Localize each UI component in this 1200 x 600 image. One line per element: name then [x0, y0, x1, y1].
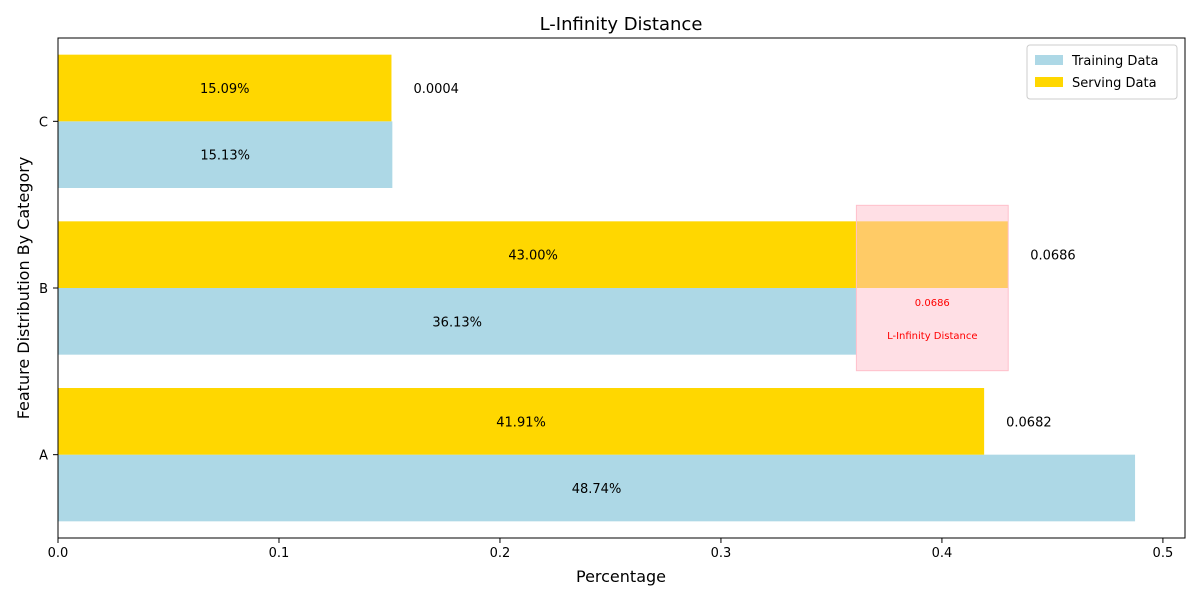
bar-serving-b: [58, 221, 1009, 288]
l-infinity-value: 0.0686: [915, 298, 950, 309]
x-tick-label: 0.5: [1153, 546, 1174, 561]
legend-swatch-serving: [1035, 77, 1063, 87]
y-tick-label-b: B: [39, 282, 48, 297]
y-axis-title: Feature Distribution By Category: [14, 157, 33, 420]
difference-label-b: 0.0686: [1030, 249, 1076, 264]
y-axis: A B C: [39, 115, 58, 464]
legend-swatch-training: [1035, 55, 1063, 65]
difference-label-a: 0.0682: [1006, 415, 1052, 430]
y-tick-label-a: A: [39, 449, 48, 464]
x-tick-label: 0.4: [932, 546, 953, 561]
x-tick-label: 0.0: [48, 546, 69, 561]
bar-training-b: [58, 288, 857, 355]
x-tick-label: 0.1: [269, 546, 290, 561]
legend: Training Data Serving Data: [1026, 44, 1178, 100]
bar-label-training-c: 15.13%: [200, 149, 250, 164]
y-tick-label-c: C: [39, 115, 48, 130]
chart-title: L-Infinity Distance: [540, 14, 703, 35]
bar-serving-c: [58, 54, 392, 122]
x-axis-title: Percentage: [576, 567, 666, 586]
legend-label-training: Training Data: [1071, 54, 1158, 69]
l-infinity-highlight: [855, 204, 1009, 372]
bar-training-a: [58, 454, 1136, 522]
bar-label-serving-c: 15.09%: [200, 82, 250, 97]
bar-serving-a: [58, 388, 985, 455]
plot-area: 48.74% 41.91% 0.0682 36.13% 43.00% 0.0686 15.1…: [58, 54, 1136, 522]
bar-label-training-a: 48.74%: [572, 482, 622, 497]
x-tick-label: 0.3: [711, 546, 732, 561]
x-tick-label: 0.2: [490, 546, 511, 561]
bar-label-serving-a: 41.91%: [496, 415, 546, 430]
l-infinity-label: L-Infinity Distance: [887, 331, 977, 342]
x-axis: 0.0 0.1 0.2 0.3 0.4 0.5: [48, 538, 1174, 561]
legend-label-serving: Serving Data: [1072, 76, 1157, 91]
legend-box: [1026, 44, 1178, 100]
bar-training-c: [58, 121, 393, 188]
bar-label-serving-b: 43.00%: [508, 249, 558, 264]
bar-label-training-b: 36.13%: [432, 315, 482, 330]
difference-label-c: 0.0004: [413, 82, 459, 97]
